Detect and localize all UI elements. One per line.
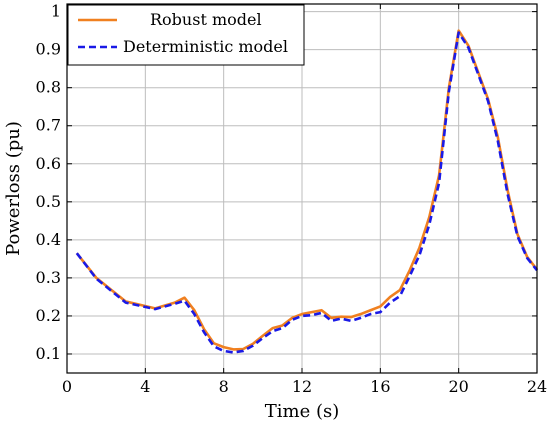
x-tick-label: 8 bbox=[219, 377, 229, 396]
y-axis-title: Powerloss (pu) bbox=[3, 121, 24, 256]
legend-label-deterministic: Deterministic model bbox=[123, 37, 288, 56]
legend: Robust model Deterministic model bbox=[67, 4, 305, 66]
y-tick-label: 0.3 bbox=[36, 268, 61, 287]
x-tick-label: 0 bbox=[62, 377, 72, 396]
x-tick-label: 16 bbox=[370, 377, 390, 396]
x-tick-label: 12 bbox=[292, 377, 312, 396]
x-tick-label: 4 bbox=[140, 377, 150, 396]
y-tick-label: 1 bbox=[51, 2, 61, 21]
legend-box bbox=[67, 4, 305, 66]
x-tick-label: 24 bbox=[527, 377, 547, 396]
y-tick-label: 0.4 bbox=[36, 230, 61, 249]
x-axis-title: Time (s) bbox=[265, 401, 340, 422]
legend-label-robust: Robust model bbox=[150, 10, 262, 29]
y-tick-label: 0.8 bbox=[36, 78, 61, 97]
y-tick-label: 0.1 bbox=[36, 344, 61, 363]
series-lines bbox=[75, 29, 539, 354]
y-tick-label: 0.6 bbox=[36, 154, 61, 173]
y-tick-labels: 0.1 0.2 0.3 0.4 0.5 0.6 0.7 0.8 0.9 1 bbox=[36, 2, 61, 363]
x-tick-label: 20 bbox=[448, 377, 468, 396]
x-tick-labels: 0 4 8 12 16 20 24 bbox=[62, 377, 547, 396]
series-line-deterministic bbox=[75, 31, 539, 354]
y-tick-label: 0.5 bbox=[36, 192, 61, 211]
y-tick-label: 0.9 bbox=[36, 40, 61, 59]
y-tick-label: 0.7 bbox=[36, 116, 61, 135]
y-tick-label: 0.2 bbox=[36, 306, 61, 325]
